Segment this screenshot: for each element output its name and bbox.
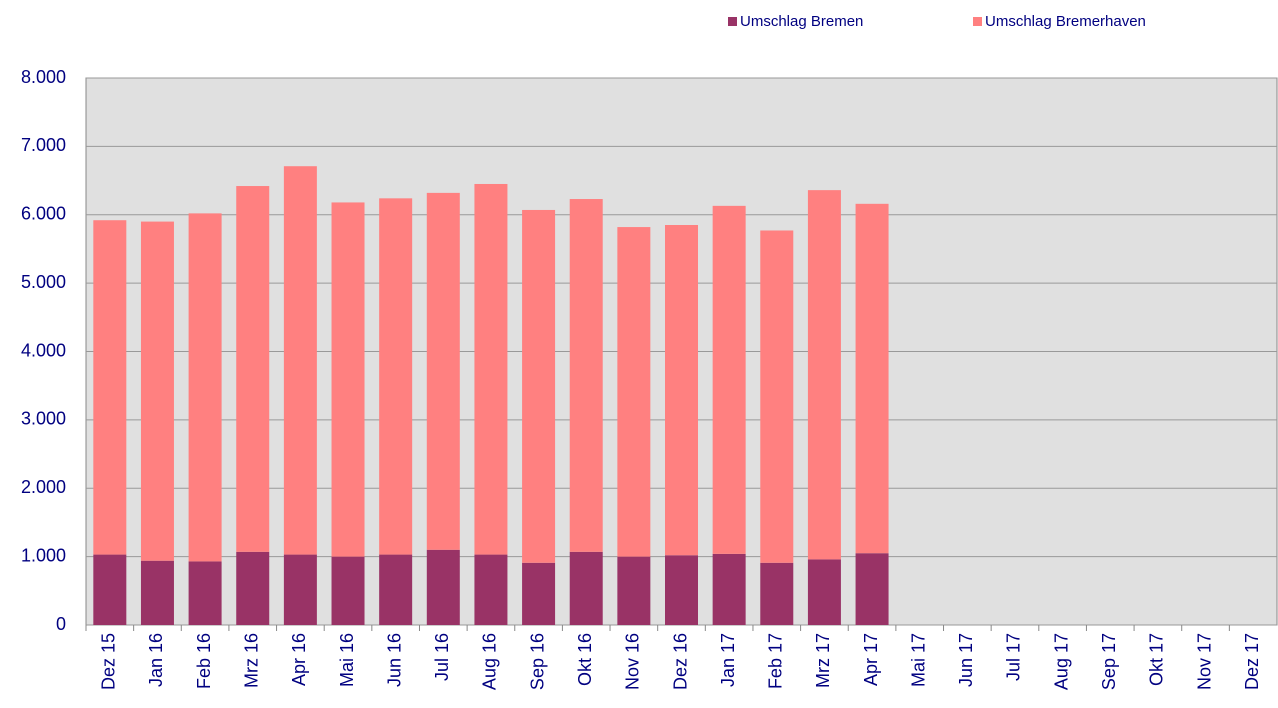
x-tick-label: Dez 16 (670, 633, 690, 690)
bar (474, 183, 508, 555)
bar (617, 556, 651, 625)
bar (807, 190, 841, 560)
bar (807, 559, 841, 625)
legend-label: Umschlag Bremerhaven (985, 13, 1146, 30)
bar (93, 554, 127, 625)
y-tick-label: 5.000 (21, 272, 66, 292)
x-tick-label: Okt 17 (1147, 633, 1167, 686)
x-tick-label: Apr 16 (289, 633, 309, 686)
x-tick-label: Sep 17 (1099, 633, 1119, 690)
x-tick-label: Jan 16 (146, 633, 166, 687)
bar (283, 166, 317, 555)
y-tick-label: 4.000 (21, 340, 66, 360)
bar (522, 209, 556, 563)
bar (426, 192, 460, 550)
x-tick-label: Okt 16 (575, 633, 595, 686)
bar (569, 551, 603, 625)
x-tick-label: Feb 16 (194, 633, 214, 689)
bar (426, 549, 460, 625)
bar (283, 554, 317, 625)
x-tick-label: Jun 17 (956, 633, 976, 687)
y-tick-label: 7.000 (21, 135, 66, 155)
x-tick-label: Jul 17 (1004, 633, 1024, 681)
legend-swatch (973, 17, 982, 26)
y-tick-label: 6.000 (21, 204, 66, 224)
bar (665, 225, 698, 556)
bar (379, 198, 413, 555)
x-tick-label: Mai 17 (908, 633, 928, 687)
bar (569, 199, 603, 552)
x-tick-label: Feb 17 (766, 633, 786, 689)
x-tick-label: Mrz 17 (813, 633, 833, 688)
bar (760, 562, 794, 625)
x-tick-label: Jul 16 (432, 633, 452, 681)
x-tick-label: Dez 17 (1242, 633, 1262, 690)
bar (236, 186, 270, 552)
bar (379, 554, 413, 625)
bar (331, 202, 365, 557)
bar (855, 553, 889, 625)
bar (712, 553, 746, 625)
bar (188, 561, 222, 625)
legend-label: Umschlag Bremen (740, 13, 863, 30)
y-tick-label: 8.000 (21, 67, 66, 87)
bar (712, 205, 746, 554)
x-tick-label: Aug 16 (480, 633, 500, 690)
bar (188, 213, 222, 562)
y-tick-label: 2.000 (21, 477, 66, 497)
x-tick-label: Nov 17 (1194, 633, 1214, 690)
bar (665, 555, 698, 625)
bar (760, 230, 794, 563)
bar (522, 562, 556, 625)
x-tick-label: Apr 17 (861, 633, 881, 686)
y-tick-label: 0 (56, 614, 66, 634)
x-tick-label: Dez 15 (99, 633, 119, 690)
x-tick-label: Aug 17 (1051, 633, 1071, 690)
x-tick-label: Mai 16 (337, 633, 357, 687)
legend-swatch (728, 17, 737, 26)
bar (140, 221, 174, 561)
x-tick-label: Nov 16 (623, 633, 643, 690)
bar (474, 554, 508, 625)
x-tick-label: Jan 17 (718, 633, 738, 687)
bar (140, 560, 174, 625)
bar (617, 227, 651, 557)
x-tick-label: Jun 16 (384, 633, 404, 687)
y-tick-label: 3.000 (21, 409, 66, 429)
x-tick-label: Mrz 16 (241, 633, 261, 688)
y-tick-label: 1.000 (21, 545, 66, 565)
bar (93, 220, 127, 555)
bar (331, 556, 365, 625)
bar (236, 551, 270, 625)
x-tick-label: Sep 16 (527, 633, 547, 690)
bar (855, 203, 889, 554)
